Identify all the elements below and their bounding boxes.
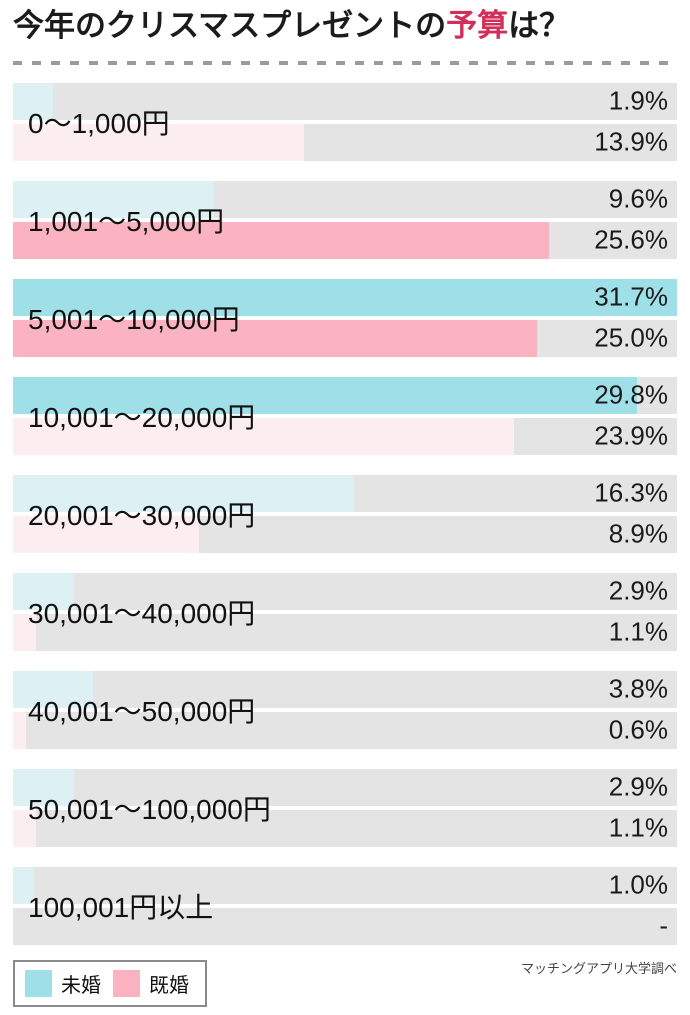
value-label-married: 25.0% <box>594 322 668 353</box>
bar-unmarried: 1.9% <box>13 82 677 120</box>
bar-fill-married <box>13 711 26 749</box>
value-label-married: 1.1% <box>608 616 668 647</box>
bar-fill-married <box>13 613 37 651</box>
value-label-married: 13.9% <box>594 126 668 157</box>
bar-unmarried: 3.8% <box>13 670 677 708</box>
title-prefix: 今年のクリスマスプレゼントの <box>13 8 447 43</box>
category-row: 5,001〜10,000円 31.7% 25.0% <box>13 278 677 357</box>
value-label-unmarried: 1.0% <box>608 869 668 900</box>
legend-item-married: 既婚 <box>113 969 189 998</box>
bar-fill-married <box>13 515 200 553</box>
category-label: 5,001〜10,000円 <box>28 303 240 335</box>
bar-fill-unmarried <box>13 82 53 120</box>
bar-unmarried: 2.9% <box>13 572 677 610</box>
bar-fill-married <box>13 809 37 847</box>
bar-unmarried: 2.9% <box>13 768 677 806</box>
legend-item-unmarried: 未婚 <box>25 969 101 998</box>
source-credit: マッチングアプリ大学調べ <box>520 960 677 976</box>
bar-married: 25.6% <box>13 221 677 259</box>
value-label-unmarried: 31.7% <box>594 281 668 312</box>
category-label: 30,001〜40,000円 <box>28 597 256 629</box>
bar-married: 8.9% <box>13 515 677 553</box>
bar-fill-married <box>13 319 537 357</box>
value-label-married: - <box>659 910 668 941</box>
bar-unmarried: 9.6% <box>13 180 677 218</box>
bar-fill-married <box>13 123 305 161</box>
value-label-unmarried: 2.9% <box>608 771 668 802</box>
chart-rows: 0〜1,000円 1.9% 13.9% 1,001〜5,000円 9.6% 25.6… <box>13 82 677 945</box>
category-label: 10,001〜20,000円 <box>28 401 256 433</box>
bar-fill-unmarried <box>13 180 215 218</box>
category-label: 1,001〜5,000円 <box>28 205 225 237</box>
bar-fill-married <box>13 221 550 259</box>
bar-fill-married <box>13 417 514 455</box>
value-label-married: 25.6% <box>594 224 668 255</box>
page-title: 今年のクリスマスプレゼントの予算は？ <box>13 0 677 46</box>
category-label: 40,001〜50,000円 <box>28 695 256 727</box>
category-label: 20,001〜30,000円 <box>28 499 256 531</box>
value-label-unmarried: 16.3% <box>594 477 668 508</box>
bar-unmarried: 29.8% <box>13 376 677 414</box>
bar-unmarried: 31.7% <box>13 278 677 316</box>
category-row: 50,001〜100,000円 2.9% 1.1% <box>13 768 677 847</box>
value-label-unmarried: 1.9% <box>608 85 668 116</box>
bar-married: 25.0% <box>13 319 677 357</box>
bar-fill-unmarried <box>13 376 638 414</box>
legend-swatch-unmarried <box>25 969 52 997</box>
bar-married: 23.9% <box>13 417 677 455</box>
value-label-married: 8.9% <box>608 518 668 549</box>
category-label: 0〜1,000円 <box>28 107 170 139</box>
value-label-married: 23.9% <box>594 420 668 451</box>
value-label-married: 1.1% <box>608 812 668 843</box>
bar-fill-unmarried <box>13 670 93 708</box>
bar-married: 1.1% <box>13 613 677 651</box>
bar-married: - <box>13 907 677 945</box>
category-row: 30,001〜40,000円 2.9% 1.1% <box>13 572 677 651</box>
category-row: 40,001〜50,000円 3.8% 0.6% <box>13 670 677 749</box>
legend-swatch-married <box>113 969 140 997</box>
value-label-unmarried: 29.8% <box>594 379 668 410</box>
bar-fill-unmarried <box>13 572 74 610</box>
category-row: 0〜1,000円 1.9% 13.9% <box>13 82 677 161</box>
bar-married: 0.6% <box>13 711 677 749</box>
category-label: 100,001円以上 <box>28 891 214 923</box>
category-row: 100,001円以上 1.0% - <box>13 866 677 945</box>
dashed-divider <box>13 60 677 65</box>
category-row: 10,001〜20,000円 29.8% 23.9% <box>13 376 677 455</box>
value-label-unmarried: 2.9% <box>608 575 668 606</box>
title-highlight: 予算 <box>446 8 509 43</box>
bar-fill-unmarried <box>13 278 677 316</box>
bar-married: 1.1% <box>13 809 677 847</box>
value-label-unmarried: 9.6% <box>608 183 668 214</box>
bar-married: 13.9% <box>13 123 677 161</box>
value-label-married: 0.6% <box>608 714 668 745</box>
legend-label-unmarried: 未婚 <box>61 974 101 997</box>
bar-fill-unmarried <box>13 866 34 904</box>
bar-unmarried: 1.0% <box>13 866 677 904</box>
legend: 未婚 既婚 <box>13 959 207 1007</box>
category-row: 20,001〜30,000円 16.3% 8.9% <box>13 474 677 553</box>
bar-unmarried: 16.3% <box>13 474 677 512</box>
category-row: 1,001〜5,000円 9.6% 25.6% <box>13 180 677 259</box>
legend-label-married: 既婚 <box>149 974 189 997</box>
bar-fill-unmarried <box>13 474 355 512</box>
value-label-unmarried: 3.8% <box>608 673 668 704</box>
title-suffix: は？ <box>508 8 571 43</box>
footer-row: 未婚 既婚 マッチングアプリ大学調べ <box>13 956 677 1007</box>
bar-fill-unmarried <box>13 768 74 806</box>
category-label: 50,001〜100,000円 <box>28 793 271 825</box>
